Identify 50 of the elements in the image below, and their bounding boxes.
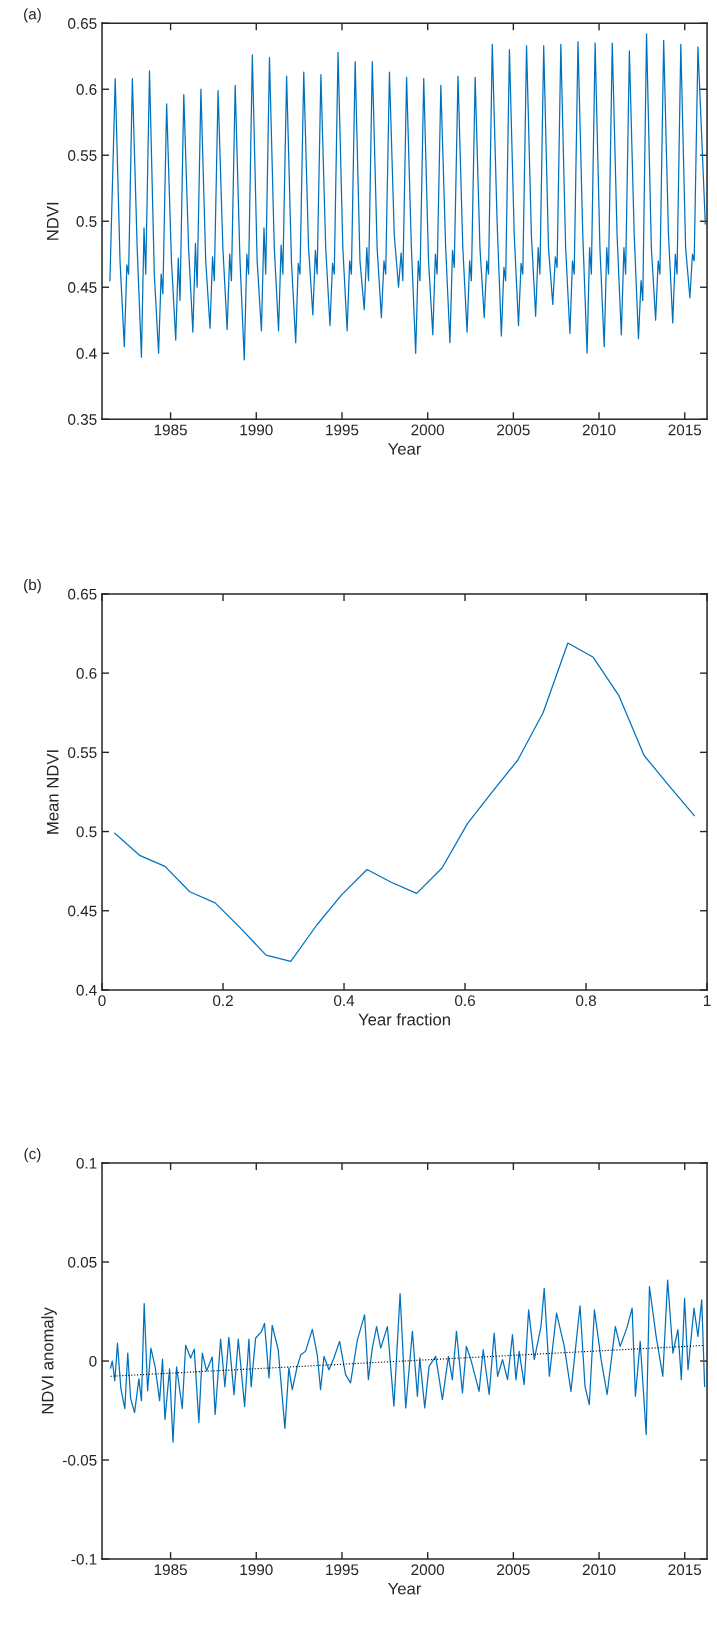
y-tick-label: 0.6 [76, 84, 97, 95]
x-tick-label: 0.6 [455, 995, 475, 1007]
text: (b) [24, 578, 41, 594]
line-series [109, 1279, 706, 1443]
y-tick-label: 0.5 [76, 826, 97, 838]
x-tick-label: 1990 [240, 1564, 273, 1576]
x-tick-label: 2005 [497, 424, 530, 436]
y-tick-label: 0.65 [68, 18, 97, 29]
y-tick-label: 0.45 [68, 282, 97, 293]
x-tick-label: 0 [98, 995, 106, 1007]
y-tick-label: -0.05 [63, 1454, 97, 1466]
line-series [109, 33, 706, 361]
line-series [114, 642, 695, 963]
y-tick-label: 0.4 [76, 984, 97, 996]
x-tick-label: 2010 [582, 1564, 616, 1576]
y-tick-label: 0.1 [76, 1157, 97, 1169]
x-tick-label: 1985 [154, 424, 187, 436]
y-tick-label: 0.6 [76, 668, 97, 679]
y-tick-label: 0 [89, 1355, 97, 1367]
y-tick-label: 0.55 [68, 150, 97, 161]
x-tick-label: 1985 [154, 1564, 187, 1576]
y-tick-label: 0.5 [76, 216, 97, 227]
x-tick-label: 1995 [326, 424, 359, 436]
y-tick-label: -0.1 [71, 1553, 97, 1565]
y-tick-label: 0.65 [68, 588, 97, 600]
x-tick-label: 0.8 [576, 995, 596, 1007]
x-tick-label: 2010 [582, 424, 616, 436]
x-tick-label: 2000 [411, 1564, 445, 1576]
y-tick-label: 0.55 [68, 747, 97, 759]
text: (a) [24, 8, 41, 23]
x-tick-label: 1 [703, 995, 711, 1006]
x-tick-label: 2000 [411, 424, 445, 436]
y-tick-label: 0.4 [76, 348, 97, 359]
x-tick-label: 0.2 [213, 995, 233, 1007]
y-axis-title: NDVI [46, 202, 59, 240]
x-tick-label: 1990 [240, 424, 273, 436]
y-tick-label: 0.05 [68, 1256, 97, 1268]
x-axis-title: Year [388, 443, 422, 455]
y-tick-label: 0.45 [68, 905, 97, 917]
y-tick-label: 0.35 [68, 414, 97, 425]
y-axis-title: Mean NDVI [46, 750, 59, 834]
x-axis-title: Year [388, 1582, 422, 1595]
y-axis-title: NDVI anomaly [41, 1307, 57, 1414]
x-tick-label: 2005 [497, 1564, 530, 1576]
text: (c) [24, 1147, 41, 1163]
x-tick-label: 2015 [668, 1564, 702, 1576]
x-tick-label: 0.4 [334, 995, 355, 1007]
x-axis-title: Year fraction [358, 1013, 450, 1026]
x-tick-label: 1995 [326, 1564, 359, 1576]
x-tick-label: 2015 [668, 424, 702, 436]
